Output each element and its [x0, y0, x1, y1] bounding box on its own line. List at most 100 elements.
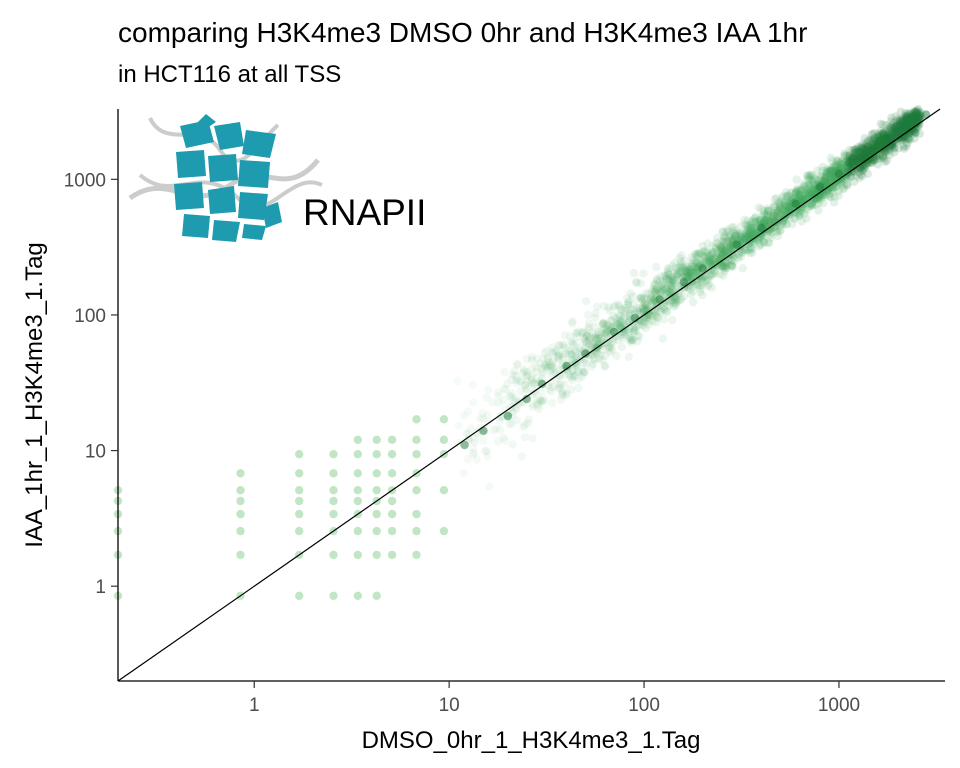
- data-point: [837, 157, 847, 166]
- data-point: [589, 355, 598, 364]
- data-point: [628, 335, 638, 345]
- data-point: [591, 313, 600, 322]
- data-point: [857, 153, 866, 162]
- data-point: [720, 244, 729, 254]
- data-point: [697, 256, 706, 265]
- data-point: [718, 227, 728, 237]
- data-point: [790, 214, 799, 224]
- data-point: [825, 166, 835, 175]
- data-point: [538, 397, 548, 406]
- data-point: [801, 204, 810, 214]
- data-point: [881, 127, 890, 136]
- data-point: [633, 337, 642, 346]
- data-point: [850, 148, 859, 158]
- data-point: [499, 433, 508, 442]
- data-point: [867, 130, 877, 139]
- data-point: [850, 145, 860, 154]
- data-point: [482, 393, 491, 402]
- data-point: [706, 256, 716, 265]
- data-point: [777, 196, 787, 206]
- data-point: [809, 186, 818, 195]
- x-axis-title: DMSO_0hr_1_H3K4me3_1.Tag: [362, 727, 701, 754]
- data-point: [913, 107, 922, 117]
- data-point: [668, 276, 677, 285]
- data-point: [512, 378, 521, 387]
- data-point: [865, 148, 875, 157]
- data-point: [667, 296, 676, 305]
- data-point: [876, 126, 886, 136]
- data-point: [778, 219, 787, 229]
- data-point: [705, 271, 715, 280]
- data-point: [659, 283, 668, 292]
- data-point: [711, 243, 720, 252]
- structure-block: [238, 160, 270, 188]
- data-point: [863, 144, 872, 153]
- data-point: [601, 362, 610, 371]
- data-point: [670, 291, 679, 301]
- data-point: [770, 215, 779, 224]
- data-point: [786, 207, 795, 216]
- data-point: [899, 132, 909, 141]
- data-point: [754, 236, 763, 245]
- data-point: [855, 168, 864, 177]
- data-point: [912, 116, 921, 126]
- data-point: [707, 255, 716, 265]
- data-point: [583, 331, 592, 341]
- data-point: [704, 254, 714, 263]
- data-point: [779, 191, 788, 201]
- data-point: [579, 368, 588, 377]
- data-point: [865, 151, 874, 161]
- data-point: [611, 313, 621, 323]
- data-point: [555, 371, 564, 380]
- data-point: [712, 252, 721, 261]
- data-point: [759, 237, 768, 246]
- data-point: [846, 153, 855, 163]
- data-point: [656, 306, 665, 315]
- data-point: [828, 185, 838, 195]
- data-point: [664, 275, 674, 284]
- data-point: [707, 254, 717, 264]
- data-point: [840, 151, 849, 161]
- data-point: [673, 271, 683, 280]
- y-axis-title: IAA_1hr_1_H3K4me3_1.Tag: [21, 242, 48, 548]
- data-point: [584, 336, 594, 345]
- data-point: [695, 273, 704, 283]
- data-point: [236, 509, 245, 519]
- data-point: [742, 227, 751, 236]
- data-point: [677, 262, 686, 271]
- data-point: [700, 257, 710, 266]
- data-point: [522, 394, 531, 404]
- data-point: [566, 349, 575, 359]
- data-point: [653, 312, 663, 322]
- data-point: [642, 306, 651, 315]
- data-point: [822, 178, 832, 188]
- data-point: [329, 469, 338, 478]
- data-point: [821, 174, 830, 183]
- data-point: [808, 170, 817, 180]
- data-point: [796, 191, 806, 200]
- data-point: [692, 271, 701, 280]
- data-point: [886, 133, 895, 142]
- data-point: [626, 333, 635, 342]
- data-point: [707, 265, 716, 274]
- data-point: [554, 384, 563, 393]
- data-point: [642, 301, 651, 310]
- data-point: [718, 235, 728, 245]
- y-tick-label: 100: [74, 306, 106, 327]
- data-point: [849, 157, 858, 167]
- data-point: [775, 202, 785, 212]
- data-point: [859, 163, 868, 172]
- data-point: [598, 345, 607, 354]
- data-point: [691, 264, 700, 274]
- data-point: [766, 225, 775, 234]
- structure-block: [214, 122, 244, 150]
- data-point: [585, 332, 595, 342]
- data-point: [750, 223, 760, 232]
- data-point: [567, 350, 576, 359]
- data-point: [505, 419, 514, 428]
- data-point: [829, 162, 839, 171]
- data-point: [621, 304, 631, 313]
- data-point: [863, 145, 873, 155]
- data-point: [684, 264, 694, 274]
- data-point: [749, 228, 758, 237]
